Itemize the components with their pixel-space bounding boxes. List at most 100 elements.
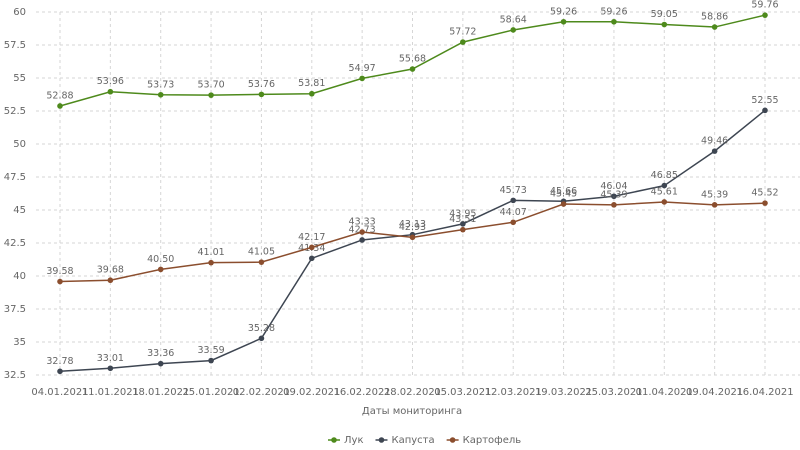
point <box>308 90 315 97</box>
value-label: 41.05 <box>248 247 275 258</box>
value-label: 40.50 <box>147 254 174 265</box>
value-label: 45.39 <box>600 189 627 200</box>
point <box>359 75 365 82</box>
legend-marker <box>378 437 385 443</box>
x-tick-label: 25.01.2021 <box>182 387 239 398</box>
value-label: 39.68 <box>97 265 124 276</box>
y-tick-label: 55 <box>13 73 26 84</box>
point <box>258 335 265 342</box>
point <box>611 193 617 200</box>
point <box>560 201 567 207</box>
value-label: 53.73 <box>147 79 174 90</box>
value-label: 42.17 <box>298 232 325 243</box>
point <box>711 148 718 154</box>
value-label: 53.70 <box>197 80 224 91</box>
point <box>661 182 668 189</box>
value-label: 58.64 <box>500 14 527 25</box>
point <box>560 18 567 25</box>
x-tick-label: 12.03.2021 <box>485 387 542 398</box>
value-label: 53.81 <box>298 78 325 89</box>
value-label: 32.78 <box>46 356 73 367</box>
value-label: 43.13 <box>399 219 426 230</box>
point <box>107 365 114 372</box>
y-tick-label: 47.5 <box>4 172 26 183</box>
point <box>611 18 617 25</box>
point <box>57 368 63 375</box>
y-tick-label: 35 <box>13 337 26 348</box>
x-tick-label: 19.03.2021 <box>535 387 592 398</box>
value-label: 45.52 <box>751 188 778 199</box>
value-label: 55.68 <box>399 54 426 65</box>
value-label: 45.45 <box>550 189 577 200</box>
point <box>208 259 214 266</box>
point <box>258 91 265 98</box>
point <box>611 202 617 208</box>
point <box>762 200 768 206</box>
point <box>258 259 265 265</box>
value-label: 53.76 <box>248 79 275 90</box>
point <box>510 219 517 226</box>
y-tick-label: 40 <box>13 271 26 282</box>
value-label: 45.73 <box>500 185 527 196</box>
point <box>661 21 668 28</box>
point <box>711 202 718 208</box>
value-label: 35.28 <box>248 323 275 334</box>
point <box>57 278 63 285</box>
x-tick-label: 16.04.2021 <box>736 387 793 398</box>
x-tick-label: 01.04.2021 <box>636 387 693 398</box>
point <box>460 221 466 227</box>
legend-label: Картофель <box>463 435 522 446</box>
point <box>409 66 416 72</box>
value-label: 46.85 <box>651 170 678 181</box>
legend-label: Капуста <box>391 435 434 446</box>
point <box>711 24 718 30</box>
y-tick-label: 42.5 <box>4 238 26 249</box>
legend-label: Лук <box>344 435 363 446</box>
value-label: 59.26 <box>550 6 577 17</box>
x-tick-label: 09.02.2021 <box>283 387 340 398</box>
value-label: 59.26 <box>600 6 627 17</box>
point <box>359 237 365 243</box>
value-label: 45.39 <box>701 189 728 200</box>
legend-marker <box>331 437 337 443</box>
point <box>208 92 214 98</box>
point <box>661 199 668 205</box>
value-label: 54.97 <box>349 63 376 74</box>
point <box>762 107 768 114</box>
value-label: 39.58 <box>46 266 73 277</box>
x-tick-label: 09.04.2021 <box>686 387 743 398</box>
value-label: 58.86 <box>701 12 728 23</box>
point <box>107 88 114 95</box>
point <box>208 357 214 364</box>
point <box>409 234 416 241</box>
point <box>107 277 114 284</box>
value-label: 52.55 <box>751 95 778 106</box>
x-tick-label: 16.02.2021 <box>334 387 391 398</box>
y-tick-label: 45 <box>13 205 26 216</box>
value-label: 45.61 <box>651 186 678 197</box>
point <box>308 244 315 251</box>
y-tick-label: 32.5 <box>4 370 26 381</box>
x-tick-label: 11.01.2021 <box>82 387 139 398</box>
y-tick-label: 52.5 <box>4 106 26 117</box>
value-label: 43.95 <box>449 208 476 219</box>
value-label: 43.33 <box>349 217 376 228</box>
x-tick-label: 05.03.2021 <box>434 387 491 398</box>
point <box>157 360 164 367</box>
value-label: 59.05 <box>651 9 678 20</box>
point <box>510 197 517 204</box>
x-tick-label: 18.01.2021 <box>132 387 189 398</box>
x-tick-label: 25.03.2021 <box>585 387 642 398</box>
value-label: 33.01 <box>97 353 124 364</box>
point <box>762 12 768 18</box>
point <box>359 229 365 235</box>
point <box>57 103 63 109</box>
value-label: 53.96 <box>97 76 124 87</box>
value-label: 45.66 <box>550 186 577 197</box>
value-label: 46.04 <box>600 181 627 192</box>
value-label: 52.88 <box>46 90 73 101</box>
value-label: 42.93 <box>399 222 426 233</box>
point <box>157 266 164 273</box>
y-tick-label: 60 <box>13 7 26 18</box>
